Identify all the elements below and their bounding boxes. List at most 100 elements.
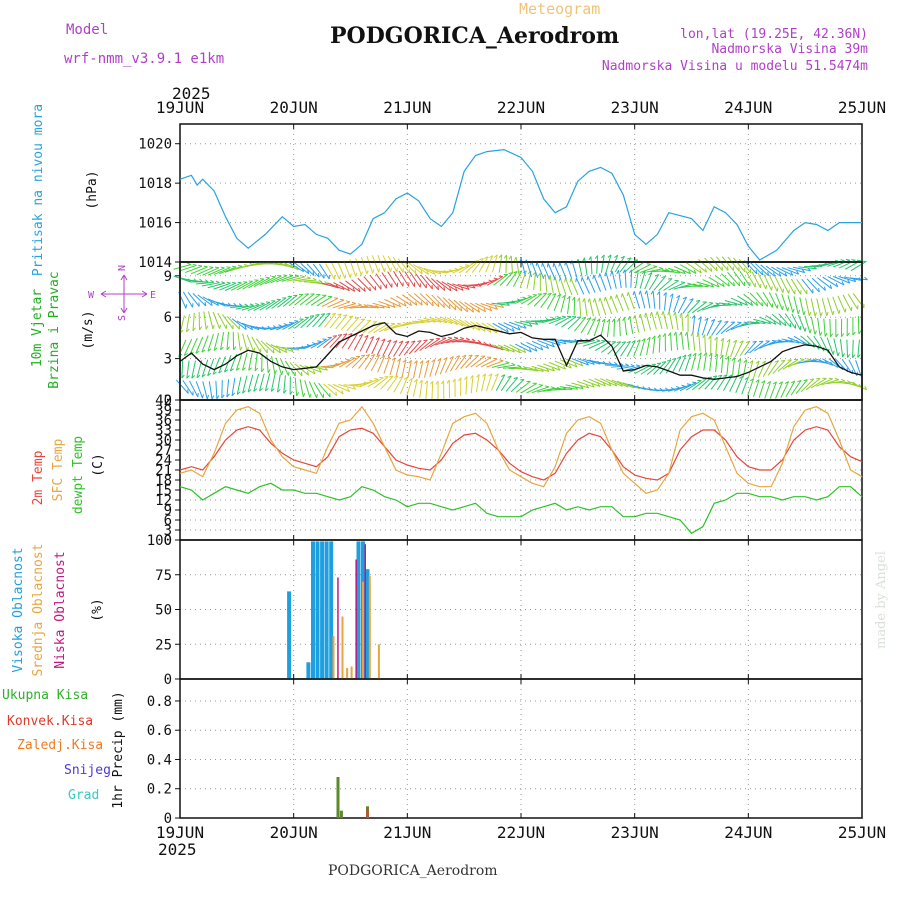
wind-barb-icon bbox=[413, 361, 417, 379]
wind-barb-head-icon bbox=[687, 283, 691, 284]
wind-barb-head-icon bbox=[633, 291, 634, 295]
wind-barb-icon bbox=[647, 291, 650, 309]
wind-barb-head-icon bbox=[244, 264, 248, 265]
wind-barb-head-icon bbox=[186, 304, 187, 308]
wind-barb-head-icon bbox=[301, 276, 305, 277]
dewpoint-label: dewpt Temp bbox=[71, 436, 86, 514]
low-cloud-label: Niska Oblacnost bbox=[53, 551, 68, 668]
legend-freezing-precip: Zaledj.Kisa bbox=[17, 738, 103, 753]
wind-barb-head-icon bbox=[851, 260, 855, 261]
wind-barb-head-icon bbox=[845, 308, 846, 312]
wind-barb-icon bbox=[565, 278, 571, 295]
wind-barb-icon bbox=[185, 266, 202, 272]
wind-barb-head-icon bbox=[627, 292, 628, 296]
wind-barb-head-icon bbox=[766, 285, 767, 289]
wind-barb-head-icon bbox=[460, 337, 464, 338]
wind-barb-head-icon bbox=[448, 337, 452, 338]
wind-barb-icon bbox=[818, 318, 820, 336]
wind-barb-icon bbox=[576, 278, 583, 294]
wind-barb-icon bbox=[606, 272, 611, 289]
wind-barb-head-icon bbox=[687, 384, 691, 385]
wind-barb-icon bbox=[620, 258, 631, 272]
wind-barb-icon bbox=[402, 360, 406, 378]
wind-barb-head-icon bbox=[289, 322, 293, 323]
wind-barb-icon bbox=[399, 341, 409, 356]
wind-barb-head-icon bbox=[539, 385, 543, 386]
wind-barb-icon bbox=[347, 317, 359, 330]
wind-barb-head-icon bbox=[460, 266, 464, 267]
wind-barb-head-icon bbox=[596, 340, 600, 341]
temp-tick-label: 42 bbox=[155, 393, 172, 409]
wind-barb-icon bbox=[405, 272, 415, 287]
wind-barb-icon bbox=[328, 300, 344, 307]
wind-barb-icon bbox=[384, 299, 400, 306]
wind-barb-head-icon bbox=[639, 291, 640, 295]
wind-barb-icon bbox=[204, 311, 206, 329]
wind-barb-icon bbox=[284, 375, 286, 393]
wind-barb-head-icon bbox=[307, 277, 311, 279]
wind-barb-head-icon bbox=[636, 365, 640, 366]
wind-barb-icon bbox=[330, 314, 341, 328]
wind-barb-icon bbox=[516, 381, 530, 392]
wind-barb-icon bbox=[621, 341, 631, 356]
wind-barb-icon bbox=[174, 264, 191, 269]
model-altitude-text: Nadmorska Visina u modelu 51.5474m bbox=[602, 59, 868, 74]
wind-barb-icon bbox=[698, 317, 702, 335]
wind-barb-head-icon bbox=[653, 266, 657, 267]
wind-barb-icon bbox=[713, 305, 731, 306]
wind-barb-head-icon bbox=[266, 302, 270, 303]
wind-barb-icon bbox=[698, 353, 702, 371]
date-top-label: 24JUN bbox=[724, 98, 772, 117]
wind-barb-icon bbox=[711, 375, 722, 389]
wind-barb-icon bbox=[193, 313, 194, 331]
wind-barb-head-icon bbox=[674, 312, 676, 316]
wind-barb-head-icon bbox=[772, 286, 773, 290]
bar-visoka-oblacnost bbox=[357, 541, 361, 679]
wind-barb-head-icon bbox=[374, 378, 378, 379]
wind-barb-head-icon bbox=[250, 304, 254, 306]
wind-tick-label: 3 bbox=[164, 352, 172, 368]
cloud-tick-label: 0 bbox=[164, 672, 172, 688]
altitude-text: Nadmorska Visina 39m bbox=[711, 42, 868, 57]
wind-barb-head-icon bbox=[621, 293, 622, 297]
wind-barb-head-icon bbox=[583, 298, 585, 302]
bar-srednja-oblacnost bbox=[369, 576, 371, 679]
wind-barb-icon bbox=[311, 295, 326, 305]
bar-konvek-kisa bbox=[366, 809, 369, 818]
wind-barb-icon bbox=[358, 355, 369, 369]
wind-barb-head-icon bbox=[346, 359, 350, 360]
wind-barb-icon bbox=[601, 319, 605, 337]
wind-barb-icon bbox=[584, 258, 587, 276]
wind-barb-icon bbox=[574, 297, 575, 315]
wind-barb-head-icon bbox=[385, 268, 386, 272]
wind-barb-head-icon bbox=[790, 323, 791, 327]
wind-barb-icon bbox=[504, 323, 520, 330]
wind-barb-head-icon bbox=[562, 316, 566, 317]
wind-barb-icon bbox=[572, 260, 577, 277]
series-10m-vjetar bbox=[180, 323, 862, 380]
wind-barb-icon bbox=[179, 265, 196, 271]
wind-barb-head-icon bbox=[815, 331, 817, 335]
wind-barb-icon bbox=[372, 338, 380, 354]
wind-barb-icon bbox=[317, 297, 332, 306]
wind-barb-icon bbox=[262, 354, 263, 372]
wind-barb-icon bbox=[699, 259, 712, 271]
legend-snow: Snijeg bbox=[64, 763, 111, 778]
wind-barb-icon bbox=[265, 374, 269, 391]
wind-barb-head-icon bbox=[213, 325, 214, 329]
wind-barb-icon bbox=[213, 358, 220, 375]
wind-barb-head-icon bbox=[454, 337, 458, 338]
wind-barb-icon bbox=[840, 339, 842, 357]
watermark-text: made by Angel bbox=[874, 551, 889, 649]
wind-barb-head-icon bbox=[232, 266, 236, 267]
wind-barb-icon bbox=[622, 293, 628, 310]
wind-barb-icon bbox=[408, 360, 412, 378]
wind-barb-icon bbox=[388, 272, 398, 287]
sfc-temp-label: SFC Temp bbox=[51, 439, 66, 502]
bar-srednja-oblacnost bbox=[333, 636, 335, 679]
wind-barb-head-icon bbox=[493, 358, 497, 359]
wind-barb-icon bbox=[847, 340, 848, 358]
cloud-tick-label: 50 bbox=[155, 603, 172, 619]
temp-unit: (C) bbox=[91, 453, 106, 476]
